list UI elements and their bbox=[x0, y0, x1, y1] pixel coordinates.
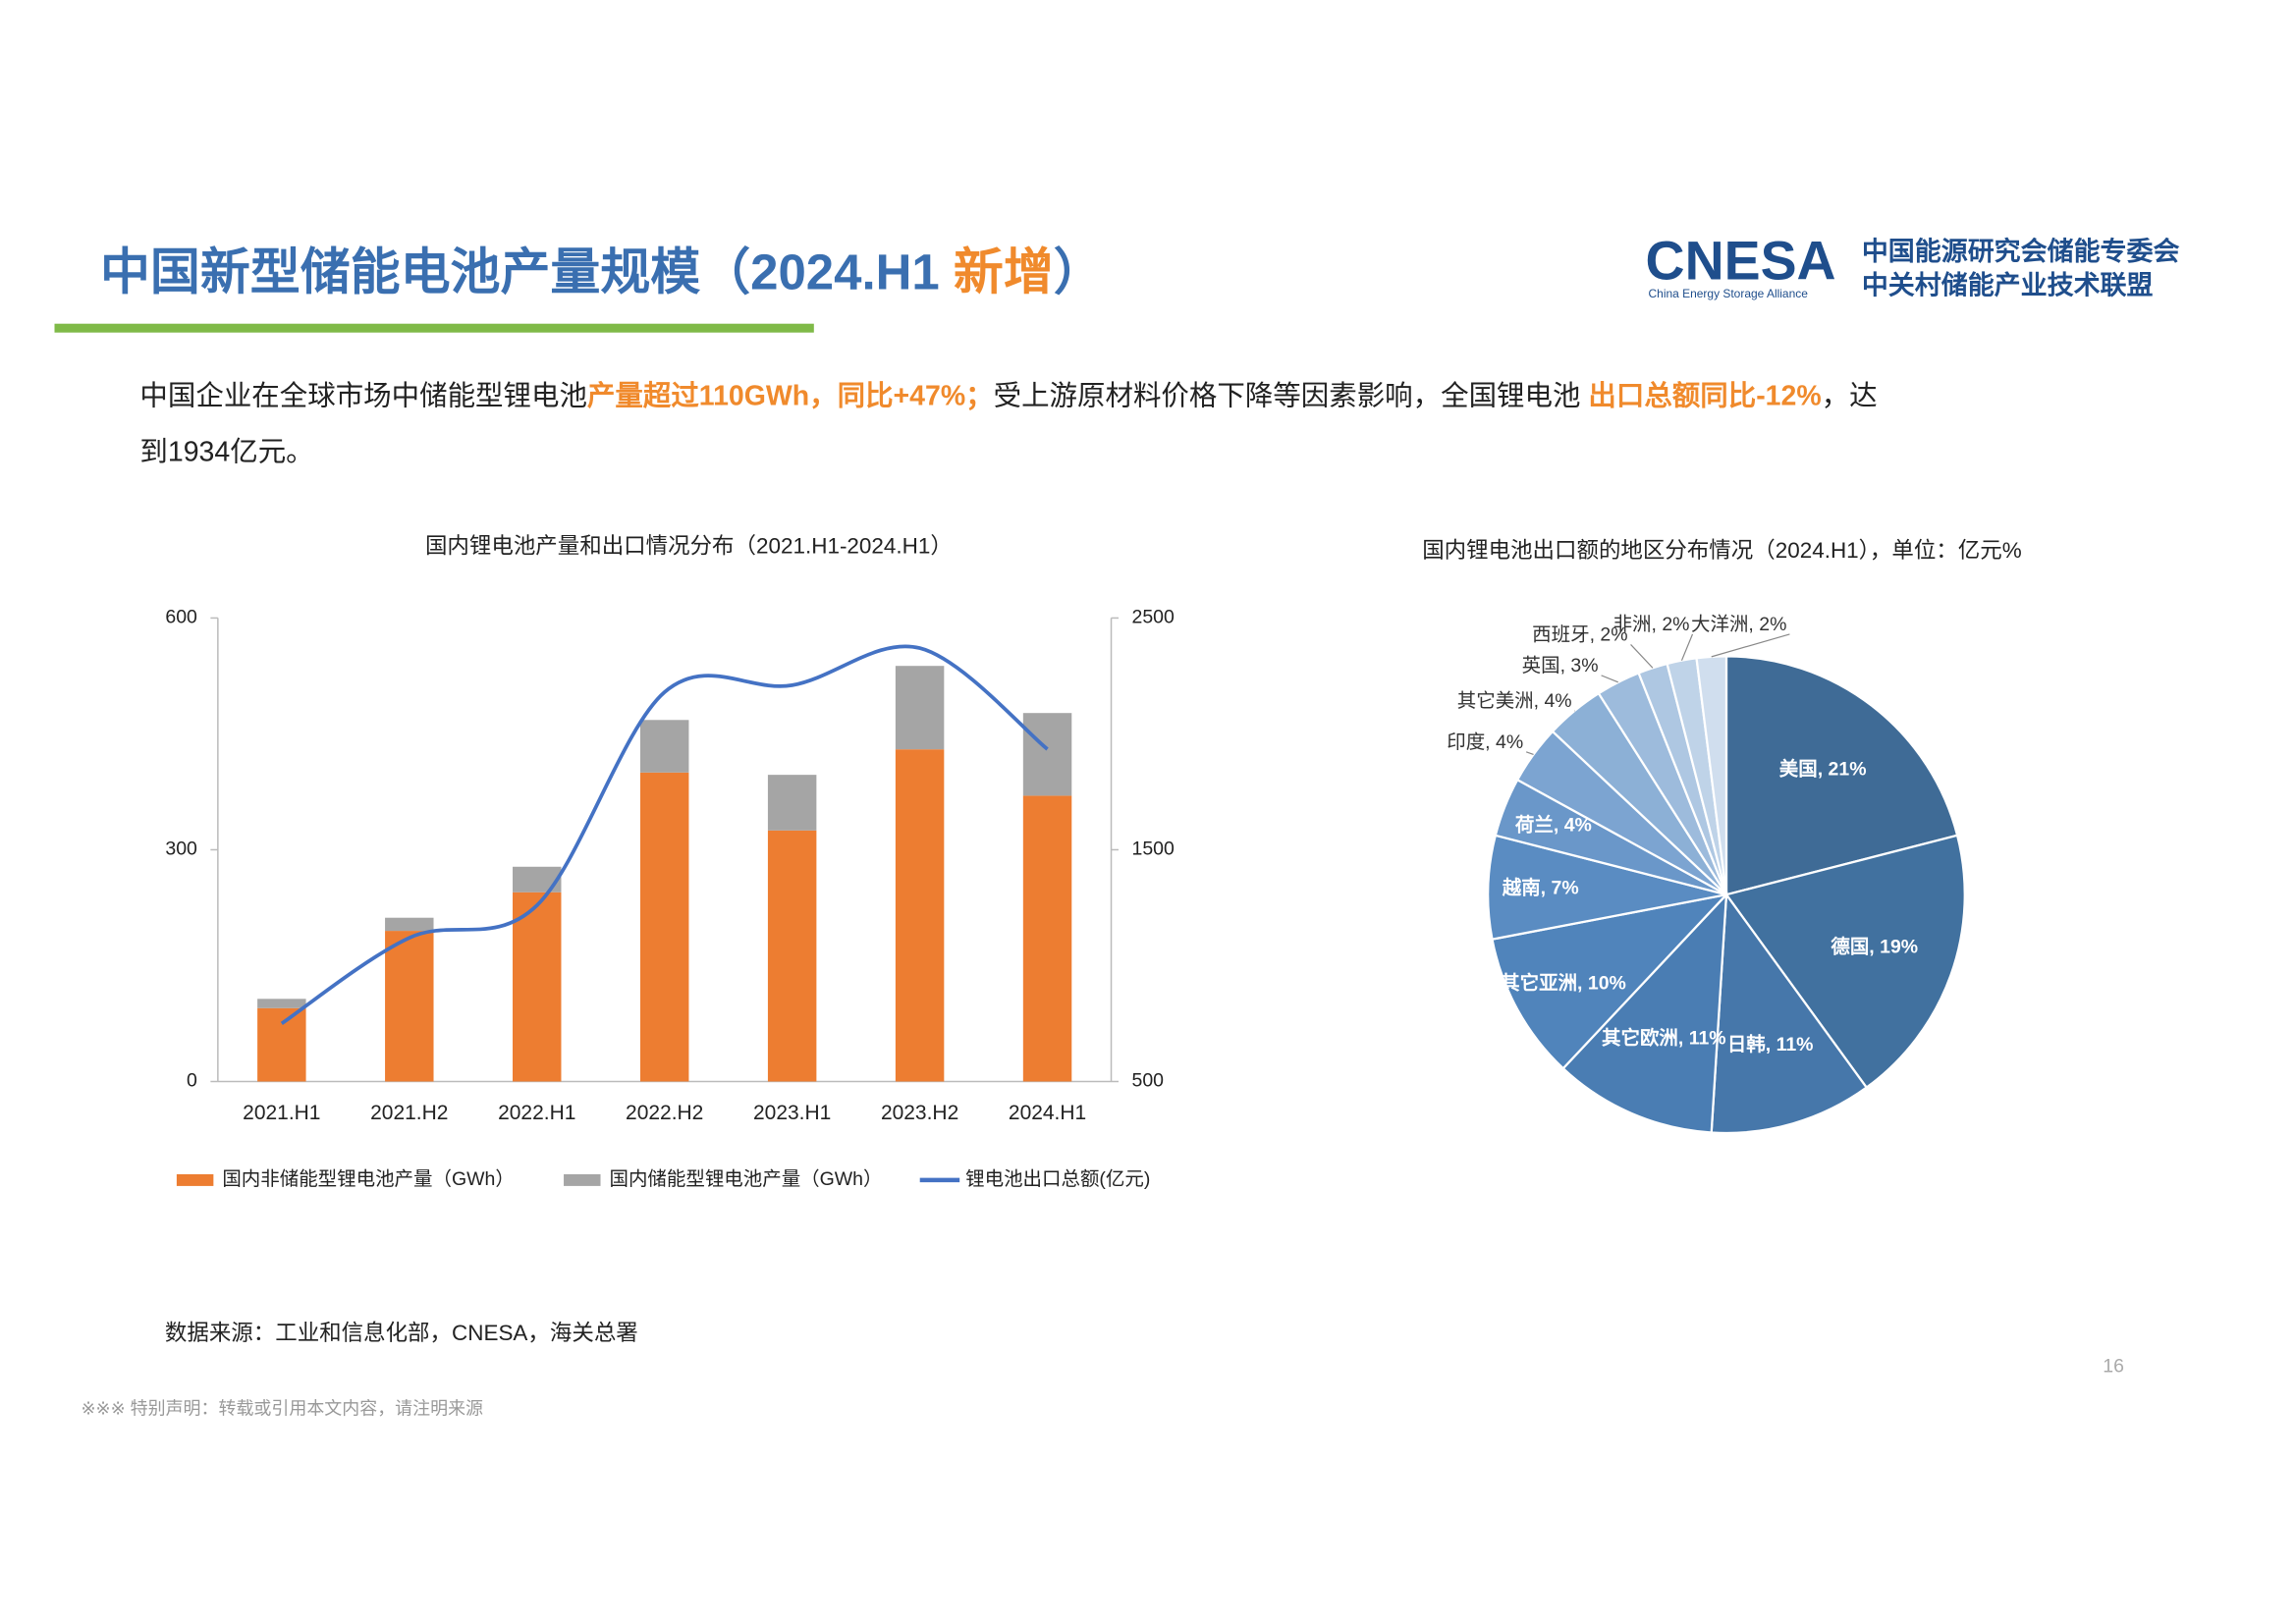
slice-label: 西班牙, 2% bbox=[1532, 624, 1627, 646]
summary-part: 到1934亿元。 bbox=[139, 436, 313, 467]
pie-slice bbox=[1724, 834, 1966, 1090]
x-tick-label: 2023.H1 bbox=[753, 1102, 831, 1124]
leader-line bbox=[1601, 675, 1618, 683]
slice-label: 越南, 7% bbox=[1502, 876, 1579, 898]
bar-segment bbox=[639, 720, 689, 773]
pie-slice bbox=[1561, 892, 1728, 1134]
bar-segment bbox=[895, 749, 945, 1082]
y-tick-label: 0 bbox=[187, 1070, 197, 1092]
org-name: 中关村储能产业技术联盟 bbox=[1862, 269, 2154, 299]
slice-label: 美国, 21% bbox=[1779, 758, 1867, 781]
legend-swatch bbox=[564, 1173, 601, 1186]
bar-segment bbox=[257, 999, 306, 1008]
y-tick-label: 300 bbox=[165, 839, 197, 860]
legend-label: 锂电池出口总额(亿元) bbox=[965, 1168, 1150, 1190]
bar-segment bbox=[513, 866, 562, 893]
slide-title: 中国新型储能电池产量规模（2024.H1 新增） bbox=[100, 244, 1104, 300]
logo-subtitle: China Energy Storage Alliance bbox=[1649, 287, 1809, 300]
summary-part: 中国企业在全球市场中储能型锂电池 bbox=[139, 380, 587, 411]
title-part: ） bbox=[1054, 244, 1104, 300]
chart-title: 国内锂电池产量和出口情况分布（2021.H1-2024.H1） bbox=[425, 533, 953, 558]
slice-label: 其它欧洲, 11% bbox=[1602, 1026, 1726, 1049]
y2-tick-label: 500 bbox=[1132, 1070, 1165, 1092]
summary-part: 出口总额同比-12% bbox=[1588, 380, 1821, 411]
x-tick-label: 2022.H1 bbox=[498, 1102, 575, 1124]
legend-swatch bbox=[176, 1173, 214, 1186]
line-series bbox=[280, 644, 1049, 1026]
x-tick-label: 2022.H2 bbox=[626, 1102, 703, 1124]
pie-slice bbox=[1724, 655, 1959, 896]
leader-line bbox=[1680, 633, 1694, 661]
logo: CNESA bbox=[1646, 230, 1836, 291]
y2-tick-label: 1500 bbox=[1132, 839, 1175, 860]
y2-tick-label: 2500 bbox=[1132, 607, 1175, 628]
slice-label: 其它美洲, 4% bbox=[1457, 690, 1572, 712]
summary-part: 受上游原材料价格下降等因素影响，全国锂电池 bbox=[994, 380, 1589, 411]
bar-segment bbox=[1022, 795, 1072, 1082]
x-tick-label: 2023.H2 bbox=[881, 1102, 958, 1124]
slice-label: 荷兰, 4% bbox=[1515, 814, 1592, 837]
title-part: 中国新型储能电池产量规模（2024.H1 bbox=[100, 244, 954, 300]
pie-slice bbox=[1487, 834, 1727, 941]
bar-segment bbox=[895, 666, 945, 750]
slice-label: 英国, 3% bbox=[1522, 655, 1599, 676]
title-part: 新增 bbox=[954, 244, 1054, 300]
pie-slice bbox=[1710, 891, 1869, 1135]
legend-label: 国内非储能型锂电池产量（GWh） bbox=[222, 1168, 514, 1190]
title-underline bbox=[54, 323, 814, 333]
summary: 中国企业在全球市场中储能型锂电池产量超过110GWh，同比+47%；受上游原材料… bbox=[139, 380, 1877, 467]
slice-label: 其它亚洲, 10% bbox=[1501, 972, 1626, 995]
summary-part: ，达 bbox=[1822, 380, 1878, 411]
summary-part: 产量超过110GWh，同比+47%； bbox=[587, 380, 994, 411]
bar-segment bbox=[767, 830, 817, 1082]
org-name: 中国能源研究会储能专委会 bbox=[1862, 236, 2180, 266]
slice-label: 日韩, 11% bbox=[1727, 1033, 1814, 1055]
slice-label: 印度, 4% bbox=[1447, 731, 1523, 753]
x-tick-label: 2021.H2 bbox=[370, 1102, 448, 1124]
bar-segment bbox=[385, 931, 434, 1082]
bar-segment bbox=[513, 892, 562, 1082]
leader-line bbox=[1711, 633, 1790, 658]
x-tick-label: 2021.H1 bbox=[243, 1102, 320, 1124]
disclaimer: ※※※ 特别声明：转载或引用本文内容，请注明来源 bbox=[81, 1398, 483, 1418]
chart-title: 国内锂电池出口额的地区分布情况（2024.H1），单位：亿元% bbox=[1422, 538, 2021, 563]
bar-segment bbox=[767, 775, 817, 831]
x-tick-label: 2024.H1 bbox=[1009, 1102, 1086, 1124]
page-number: 16 bbox=[2103, 1355, 2124, 1377]
legend-label: 国内储能型锂电池产量（GWh） bbox=[609, 1168, 882, 1190]
y-tick-label: 600 bbox=[165, 607, 197, 628]
slice-label: 大洋洲, 2% bbox=[1691, 614, 1786, 635]
slice-label: 德国, 19% bbox=[1831, 936, 1918, 958]
leader-line bbox=[1630, 643, 1654, 669]
leader-line bbox=[1525, 751, 1534, 756]
bar-segment bbox=[639, 772, 689, 1082]
bar-segment bbox=[1022, 713, 1072, 796]
bar-segment bbox=[385, 917, 434, 932]
slice-label: 非洲, 2% bbox=[1613, 614, 1690, 635]
source-note: 数据来源：工业和信息化部，CNESA，海关总署 bbox=[165, 1321, 638, 1345]
bar-segment bbox=[257, 1007, 306, 1082]
pie-slice bbox=[1491, 893, 1730, 1070]
